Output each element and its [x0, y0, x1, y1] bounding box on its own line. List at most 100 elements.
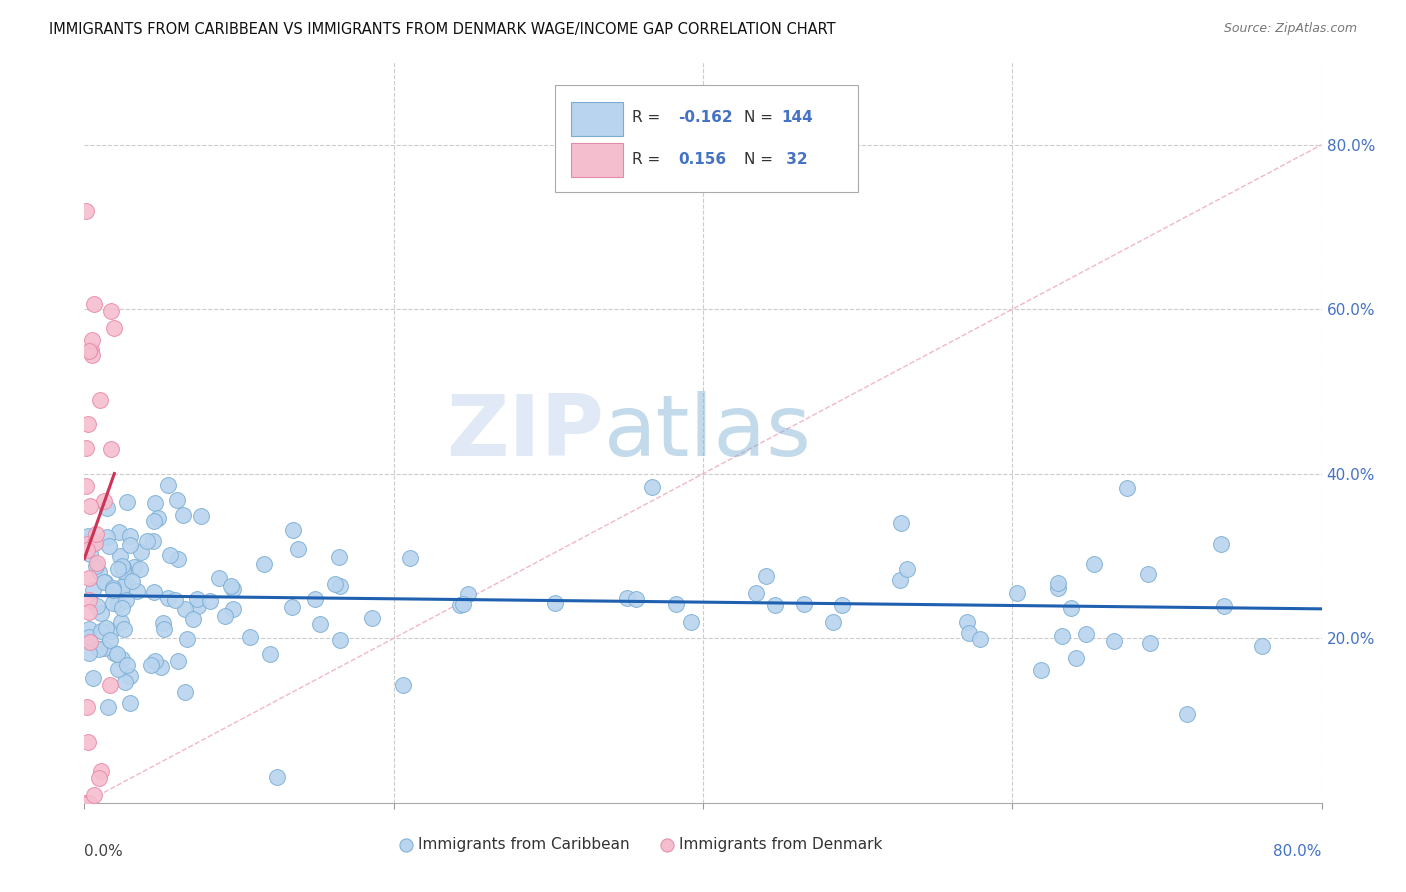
Point [76, 734, 98, 748]
Point [107, 597, 129, 611]
Point [75, 796, 97, 810]
Point [76, 699, 98, 714]
Point [253, 558, 276, 572]
Point [1060, 600, 1083, 615]
Point [146, 510, 169, 524]
Point [86, 556, 108, 570]
Point [114, 674, 136, 689]
Point [259, 647, 281, 661]
Point [111, 579, 134, 593]
Point [219, 579, 242, 593]
Point [84, 559, 107, 574]
Point [75, 478, 97, 492]
Point [1175, 706, 1198, 721]
Point [121, 574, 143, 589]
Point [323, 577, 346, 591]
Text: N =: N = [744, 152, 773, 167]
Point [100, 624, 122, 638]
Text: 80.0%: 80.0% [1274, 844, 1322, 858]
Point [129, 545, 152, 559]
Point [142, 534, 165, 549]
Point [100, 442, 122, 456]
Point [1047, 581, 1070, 595]
Point [103, 321, 125, 335]
Point [222, 582, 245, 596]
Point [821, 615, 844, 629]
Text: IMMIGRANTS FROM CARIBBEAN VS IMMIGRANTS FROM DENMARK WAGE/INCOME GAP CORRELATION: IMMIGRANTS FROM CARIBBEAN VS IMMIGRANTS … [49, 22, 835, 37]
Point [157, 591, 180, 605]
Point [640, 480, 662, 494]
Text: -0.162: -0.162 [678, 111, 733, 126]
Point [115, 658, 138, 673]
FancyBboxPatch shape [554, 85, 858, 192]
Point [110, 615, 132, 629]
Point [1209, 537, 1232, 551]
Point [77, 592, 100, 607]
Point [174, 684, 197, 698]
Point [82, 537, 104, 551]
Point [149, 660, 172, 674]
Point [1083, 558, 1105, 572]
Point [77, 343, 100, 358]
FancyBboxPatch shape [571, 143, 623, 178]
Point [1031, 663, 1053, 677]
Point [361, 611, 384, 625]
Point [1074, 627, 1097, 641]
Point [890, 516, 912, 531]
Point [111, 559, 134, 574]
Point [239, 630, 262, 644]
Point [80, 349, 103, 363]
Point [87, 566, 110, 580]
Point [83, 296, 105, 310]
Point [96, 621, 118, 635]
Point [793, 598, 815, 612]
Text: atlas: atlas [605, 391, 813, 475]
Point [82, 671, 104, 685]
Point [186, 592, 208, 607]
Point [190, 508, 212, 523]
Point [1251, 639, 1274, 653]
Point [172, 508, 194, 523]
Point [86, 599, 108, 614]
Point [90, 606, 112, 620]
Point [153, 622, 176, 636]
Point [76, 417, 98, 432]
FancyBboxPatch shape [571, 102, 623, 136]
Point [139, 658, 162, 673]
Point [87, 771, 110, 785]
Point [77, 571, 100, 585]
Point [75, 203, 97, 218]
Point [167, 552, 190, 566]
Point [84, 527, 107, 541]
Point [107, 524, 129, 539]
Point [956, 615, 979, 629]
Point [120, 696, 142, 710]
Point [98, 678, 121, 692]
Point [957, 626, 980, 640]
Point [76, 537, 98, 551]
Point [107, 662, 129, 676]
Point [83, 788, 105, 802]
Point [79, 499, 101, 513]
Point [222, 601, 245, 615]
Point [457, 587, 479, 601]
Point [79, 547, 101, 561]
Point [100, 304, 122, 318]
Point [280, 599, 302, 614]
Legend: Immigrants from Caribbean, Immigrants from Denmark: Immigrants from Caribbean, Immigrants fr… [394, 830, 889, 858]
Point [120, 529, 142, 543]
Point [449, 599, 471, 613]
Point [96, 501, 118, 516]
Point [1102, 634, 1125, 648]
Point [120, 538, 142, 552]
Point [156, 477, 179, 491]
Point [399, 551, 422, 566]
Point [96, 530, 118, 544]
Point [969, 632, 991, 647]
Point [143, 496, 166, 510]
Point [89, 392, 111, 407]
Point [143, 514, 166, 528]
Point [93, 641, 115, 656]
Point [75, 541, 97, 555]
Text: N =: N = [744, 111, 773, 126]
